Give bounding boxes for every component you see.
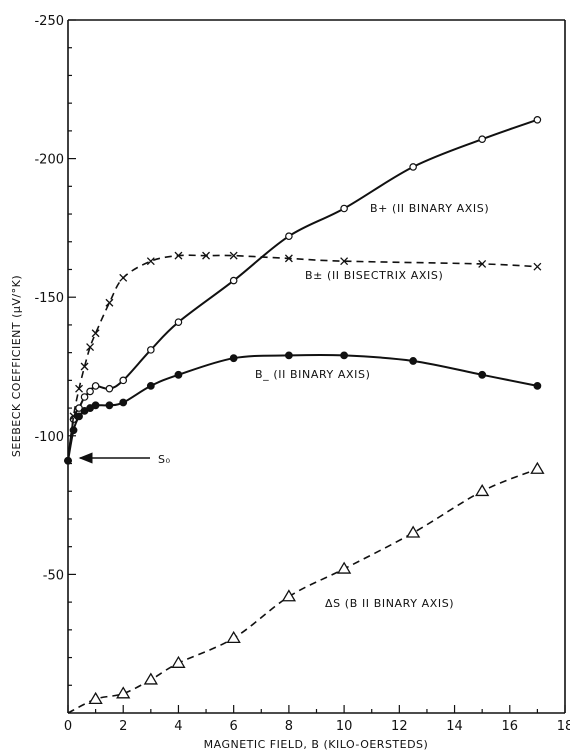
data-point-filled-circle	[174, 370, 183, 379]
cross-stroke	[229, 251, 238, 260]
y-tick-label: -250	[34, 14, 64, 29]
s0-label: S₀	[158, 453, 171, 466]
data-point-open-circle	[80, 393, 89, 401]
data-point-open-triangle	[143, 672, 158, 685]
data-point-cross	[80, 362, 89, 371]
series-line-3	[67, 468, 538, 714]
data-point-open-triangle	[475, 483, 490, 497]
data-point-open-triangle	[281, 589, 297, 602]
series-label-b-pm: B± (II BISECTRIX AXIS)	[305, 269, 443, 282]
cross-stroke	[75, 384, 84, 393]
cross-stroke	[174, 251, 183, 260]
x-tick-label: 2	[119, 719, 127, 734]
y-tick-label: -150	[34, 291, 64, 306]
x-tick-label: 8	[285, 719, 293, 734]
data-point-filled-circle	[478, 370, 487, 379]
series-label-b-plus: B+ (II BINARY AXIS)	[370, 202, 489, 215]
data-point-filled-circle	[340, 351, 349, 360]
y-tick-label: -50	[43, 568, 64, 583]
cross-stroke	[105, 298, 114, 307]
data-point-open-circle	[229, 276, 238, 285]
data-point-open-circle	[91, 382, 100, 390]
data-point-filled-circle	[284, 351, 293, 360]
cross-stroke	[86, 343, 95, 352]
data-point-open-circle	[340, 204, 348, 213]
data-point-cross	[174, 251, 183, 260]
data-point-filled-circle	[69, 426, 78, 435]
data-point-cross	[478, 259, 487, 268]
series-line-0	[67, 118, 538, 461]
cross-stroke	[91, 329, 100, 338]
data-point-open-triangle	[116, 686, 131, 699]
data-point-open-circle	[105, 384, 114, 393]
data-point-open-triangle	[530, 461, 545, 474]
cross-stroke	[146, 257, 155, 266]
cross-stroke	[202, 251, 211, 260]
x-tick-label: 10	[336, 719, 353, 734]
series-label-delta-s: ΔS (B II BINARY AXIS)	[325, 597, 454, 610]
cross-stroke	[69, 412, 78, 421]
data-point-cross	[229, 251, 238, 260]
data-point-open-circle	[285, 232, 293, 241]
x-tick-label: 0	[64, 719, 72, 734]
data-point-filled-circle	[91, 401, 100, 410]
data-point-open-triangle	[406, 525, 421, 538]
data-point-filled-circle	[64, 456, 72, 465]
cross-stroke	[478, 259, 487, 268]
x-tick-label: 6	[230, 719, 238, 734]
data-point-cross	[340, 257, 349, 266]
data-point-filled-circle	[409, 357, 418, 365]
x-tick-label: 4	[174, 719, 182, 734]
data-point-open-circle	[174, 318, 183, 326]
cross-stroke	[533, 262, 542, 271]
data-point-cross	[69, 412, 78, 421]
data-point-cross	[284, 254, 293, 263]
data-point-open-triangle	[88, 691, 103, 704]
data-point-filled-circle	[146, 382, 155, 390]
y-axis-title: SEEBECK COEFFICIENT (µV/°K)	[10, 275, 23, 457]
y-tick-label: -100	[34, 430, 64, 445]
data-point-open-circle	[478, 135, 486, 143]
data-point-open-circle	[86, 387, 94, 396]
series-layer	[64, 115, 545, 714]
data-point-open-circle	[119, 376, 128, 385]
data-point-open-triangle	[226, 630, 241, 644]
data-point-open-circle	[409, 163, 417, 171]
x-tick-label: 12	[391, 719, 408, 734]
data-point-cross	[105, 298, 114, 307]
cross-stroke	[119, 273, 128, 282]
axis-ticks: 0 2 4 6 8 10 12 14 16 18 -50 -100 -150 -200 -250	[34, 14, 570, 734]
data-point-filled-circle	[105, 401, 114, 410]
data-point-cross	[91, 329, 100, 338]
data-point-open-circle	[147, 346, 155, 354]
cross-stroke	[340, 257, 349, 266]
data-point-cross	[146, 257, 155, 266]
data-point-filled-circle	[533, 382, 542, 390]
cross-stroke	[80, 362, 89, 371]
series-label-b-minus: B_ (II BINARY AXIS)	[255, 368, 371, 381]
x-tick-label: 14	[446, 719, 463, 734]
data-point-cross	[119, 273, 128, 282]
series-line-1	[67, 254, 538, 461]
data-point-open-triangle	[171, 655, 186, 668]
x-axis-title: MAGNETIC FIELD, B (KILO-OERSTEDS)	[204, 738, 429, 751]
data-point-cross	[86, 343, 95, 352]
cross-stroke	[284, 254, 293, 263]
data-point-open-circle	[533, 115, 542, 124]
x-tick-label: 16	[502, 719, 519, 734]
data-point-cross	[202, 251, 211, 260]
data-point-cross	[533, 262, 542, 271]
data-point-filled-circle	[229, 354, 238, 363]
data-point-filled-circle	[75, 412, 83, 421]
x-tick-label: 18	[557, 719, 570, 734]
data-point-open-triangle	[336, 561, 352, 574]
data-point-cross	[75, 384, 84, 393]
data-point-filled-circle	[119, 398, 128, 407]
y-tick-label: -200	[34, 153, 64, 168]
